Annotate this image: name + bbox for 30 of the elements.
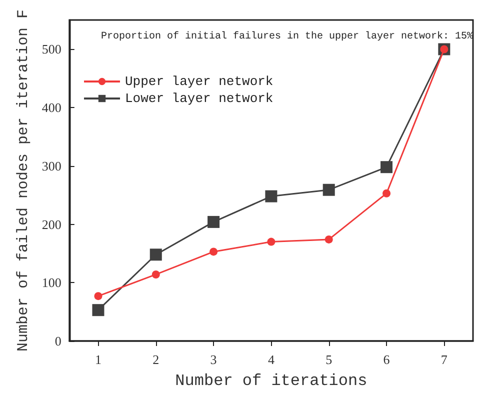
point — [265, 190, 278, 202]
x-tick-label: 3 — [210, 352, 217, 367]
x-tick-label: 5 — [326, 352, 332, 367]
point — [267, 238, 276, 246]
legend-label: Lower layer network — [125, 91, 274, 106]
x-tick-label: 2 — [152, 352, 160, 367]
x-tick-label: 4 — [268, 352, 275, 367]
y-tick-label: 100 — [42, 275, 62, 290]
y-tick-label: 0 — [54, 334, 62, 348]
y-tick-label: 400 — [42, 100, 62, 116]
point — [322, 184, 335, 196]
x-axis-title: Number of iterations — [175, 372, 368, 390]
point — [94, 292, 102, 300]
point — [208, 216, 220, 228]
annotation: Proportion of initial failures in the upper layer network: 15% — [100, 30, 473, 42]
point — [380, 161, 393, 174]
y-tick-label: 500 — [42, 42, 62, 57]
point — [150, 248, 162, 261]
point — [324, 235, 333, 244]
x-tick-label: 7 — [440, 352, 448, 367]
y-axis-title: Number of failed nodes per iteration F — [15, 9, 32, 352]
point — [152, 270, 160, 278]
y-tick-label: 300 — [42, 158, 62, 174]
y-tick-label: 200 — [42, 216, 62, 232]
legend-label: Upper layer network — [125, 74, 274, 89]
point — [210, 248, 218, 256]
point — [92, 304, 104, 316]
x-tick-label: 6 — [383, 352, 390, 367]
x-tick-label: 1 — [94, 352, 102, 367]
point — [382, 189, 391, 198]
